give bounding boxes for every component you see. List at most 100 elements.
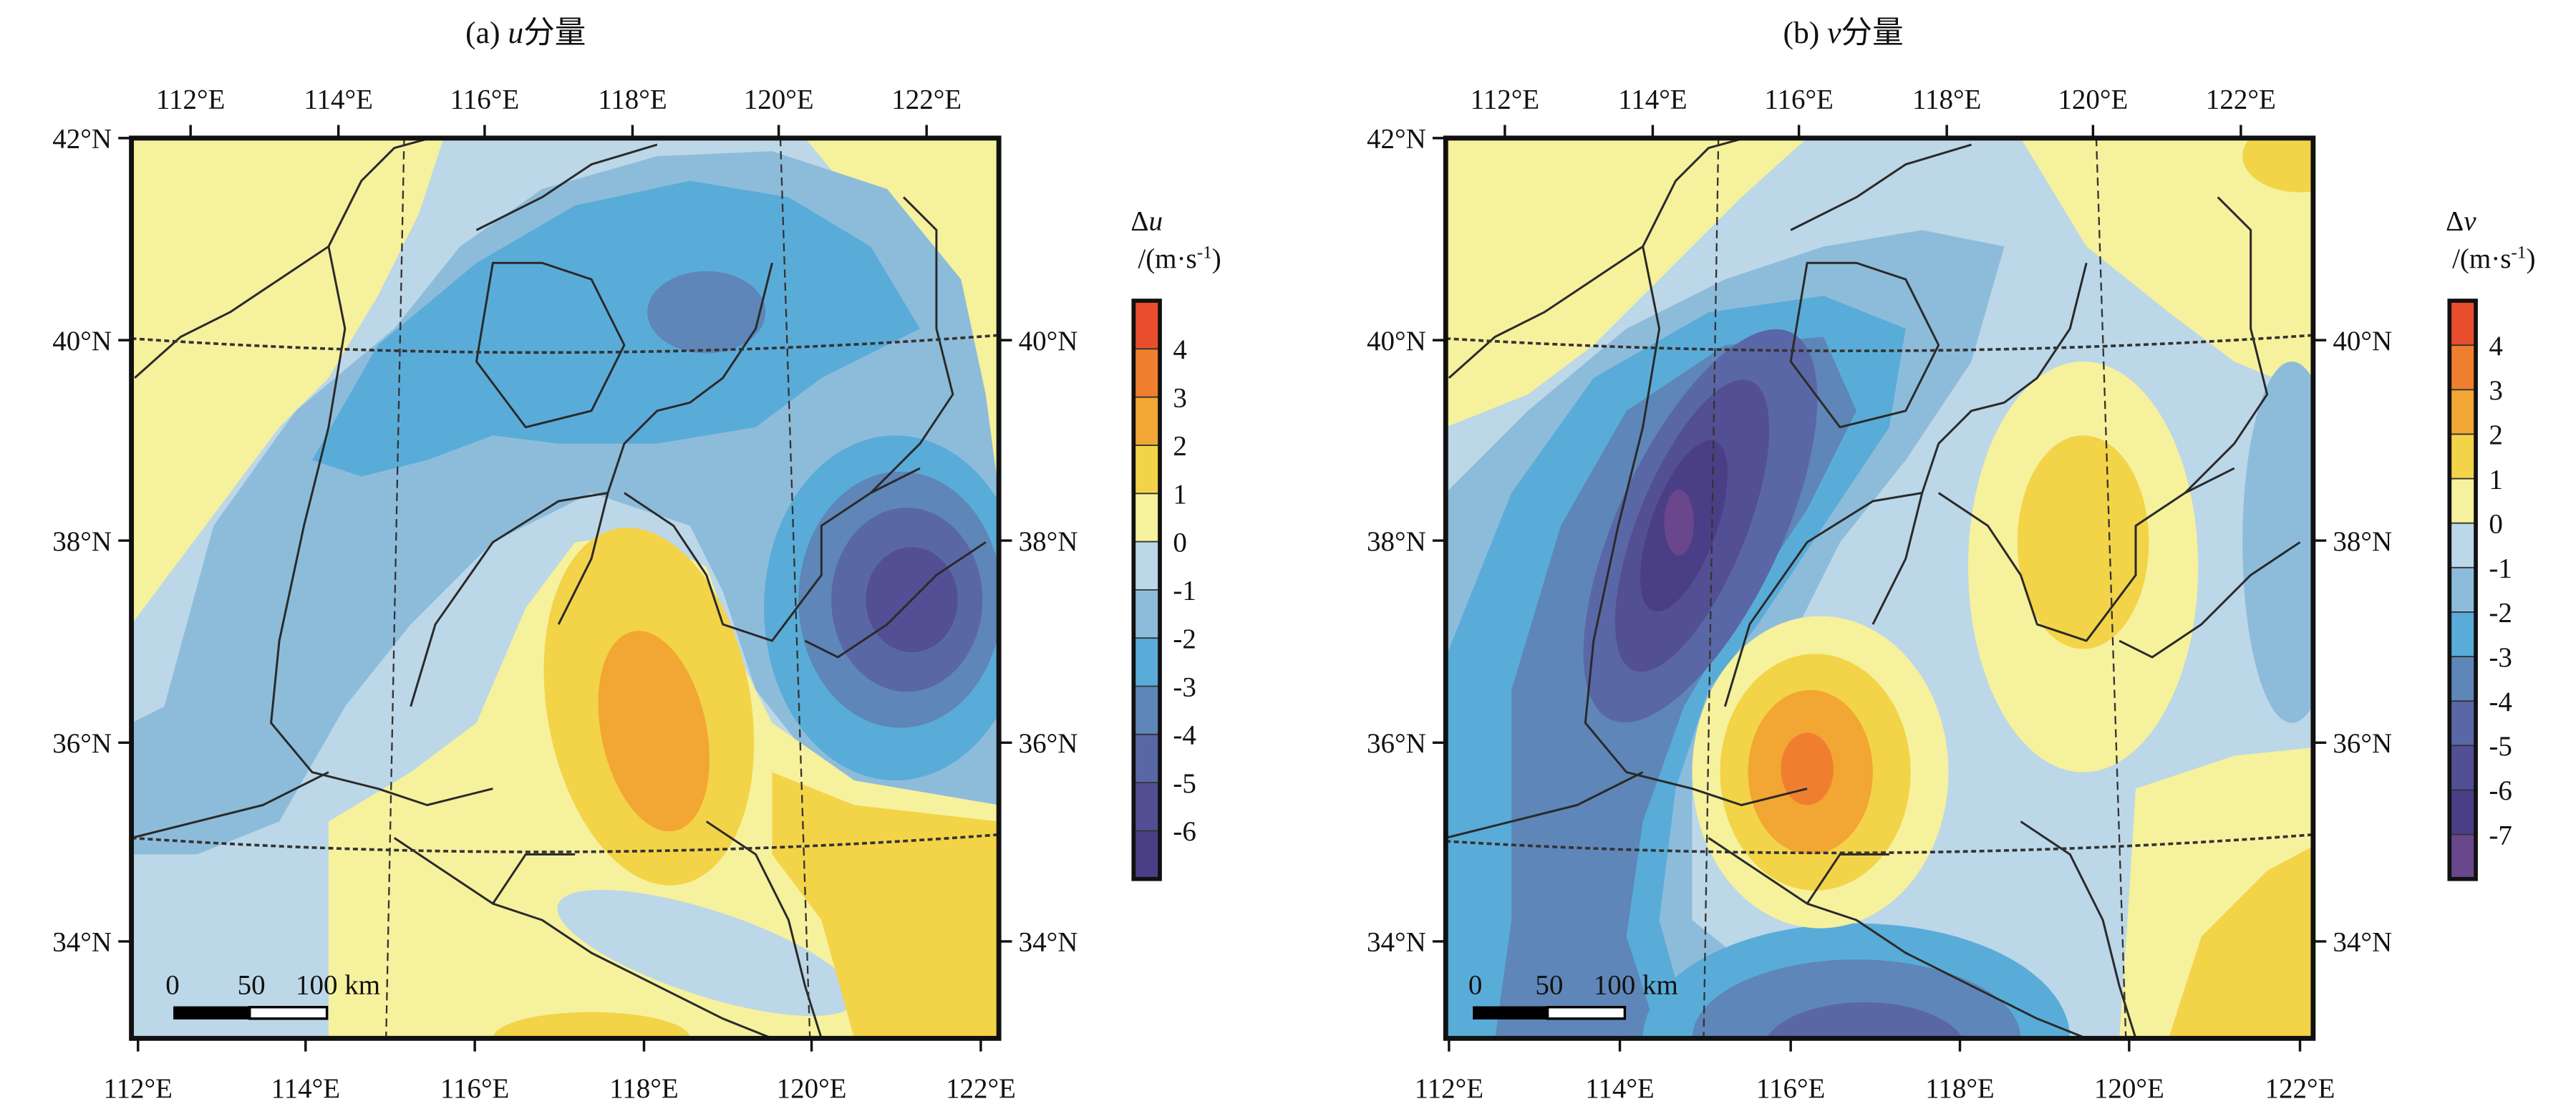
colorbar-level-label: 3 [2489, 375, 2502, 406]
lon-tick-label-bottom: 112°E [1415, 1073, 1483, 1104]
province-borders [1446, 137, 2301, 1039]
lon-tick-label-bottom: 120°E [777, 1073, 847, 1104]
scale-label: 100 km [296, 969, 380, 1000]
lon-tick-label-bottom: 120°E [2094, 1073, 2164, 1104]
grid-lat-35n [1446, 833, 2313, 855]
colorbar-swatch [1133, 783, 1161, 832]
colorbar-swatch [2449, 834, 2476, 880]
colorbar-level-label: 2 [1173, 431, 1187, 462]
panel-b-colorbar-title: Δv [2446, 205, 2476, 236]
lon-tick-label-bottom: 116°E [1756, 1073, 1825, 1104]
colorbar-swatch [1133, 493, 1161, 543]
contour-m4-m3-north [647, 271, 766, 354]
province-borders [131, 137, 987, 1039]
grid-lon-120e [2095, 137, 2127, 1039]
colorbar-level-label: -7 [2489, 820, 2512, 851]
lat-tick-label-left: 42°N [52, 124, 112, 155]
contour-m2-m1-east [2242, 362, 2313, 723]
colorbar-level-label: -1 [2489, 553, 2512, 584]
lon-tick-label-top: 114°E [304, 84, 372, 115]
contour-3-4-center-south [1781, 732, 1834, 805]
colorbar-level-label: -6 [1173, 816, 1196, 847]
lon-tick-label-bottom: 116°E [440, 1073, 509, 1104]
contour-2-3-center [598, 631, 710, 832]
scale-label: 100 km [1594, 969, 1678, 1000]
panel-a-scale-bar: 0 50 100 km [165, 969, 380, 1020]
colorbar-frame [2447, 299, 2478, 881]
colorbar-swatch [1133, 301, 1161, 350]
lon-tick-label-bottom: 118°E [1925, 1073, 1994, 1104]
colorbar-swatch [2449, 434, 2476, 480]
colorbar-level-label: -1 [1173, 576, 1196, 606]
axes-layer: 112°E 114°E 116°E 118°E 120°E 122°E 112°E 114°E… [52, 84, 2512, 1104]
lon-tick-label-bottom: 122°E [946, 1073, 1016, 1104]
panel-a-title: (a) u分量 [465, 16, 586, 50]
lat-tick-label-right: 34°N [1019, 927, 1078, 958]
lon-tick-label-top: 122°E [891, 84, 962, 115]
contour-1-2-southeast [772, 772, 999, 1039]
contour-0-1-northeast [805, 137, 999, 493]
lon-tick-label-top: 112°E [1471, 84, 1539, 115]
colorbar-level-label: 2 [2489, 420, 2502, 450]
lon-tick-label-top: 118°E [1912, 84, 1981, 115]
panel-a-colorbar-unit: /(m·s-1) [1138, 243, 1221, 274]
lon-tick-label-top: 112°E [156, 84, 225, 115]
lat-tick-label-right: 38°N [1019, 526, 1078, 557]
scale-label: 50 [238, 969, 266, 1000]
lat-tick-label-right: 40°N [2333, 326, 2392, 357]
lon-tick-label-bottom: 114°E [1585, 1073, 1654, 1104]
panel-b-colorbar-unit: /(m·s-1) [2452, 243, 2535, 274]
grid-lon-115e [1703, 137, 1720, 1039]
scale-label: 50 [1535, 969, 1563, 1000]
colorbar-swatch [1133, 734, 1161, 784]
contour-0-1-northeast [2020, 137, 2313, 394]
colorbar-level-label: -4 [2489, 687, 2512, 717]
lon-tick-label-top: 118°E [598, 84, 667, 115]
lat-tick-label-left: 40°N [1367, 326, 1426, 357]
colorbar-level-label: 4 [2489, 331, 2502, 362]
colorbar-level-label: 1 [1173, 479, 1187, 510]
colorbar-swatch [1133, 445, 1161, 495]
lat-tick-label-right: 38°N [2333, 526, 2392, 557]
colorbar-swatch [1133, 686, 1161, 735]
lon-tick-label-bottom: 118°E [609, 1073, 678, 1104]
colorbar-swatch [2449, 611, 2476, 658]
colorbar-swatch [2449, 701, 2476, 747]
colorbar-level-label: -2 [2489, 598, 2512, 629]
lat-tick-label-left: 38°N [1367, 526, 1426, 557]
colorbar-swatch [2449, 745, 2476, 791]
lat-tick-label-right: 34°N [2333, 927, 2392, 958]
colorbar-swatch [1133, 397, 1161, 447]
grid-lon-120e [779, 137, 811, 1039]
colorbar-level-label: 3 [1173, 382, 1187, 413]
colorbar-level-label: 0 [2489, 508, 2502, 539]
contour-below-m7 [1664, 489, 1694, 556]
colorbar-swatch [2449, 523, 2476, 568]
grid-lat-40n [1446, 334, 2313, 352]
contour-1-2-northeast-corner [2242, 137, 2313, 193]
lon-tick-label-bottom: 114°E [271, 1073, 340, 1104]
colorbar-swatch [2449, 301, 2476, 347]
contour-1-2-southeast [2168, 846, 2313, 1039]
grid-lat-35n [131, 833, 999, 853]
colorbar-swatch [1133, 830, 1161, 880]
contour-1-2-center-north [2017, 435, 2149, 649]
colorbar-swatch [1133, 589, 1161, 639]
colorbar-swatch [2449, 657, 2476, 702]
lon-tick-label-bottom: 122°E [2265, 1073, 2335, 1104]
lon-tick-label-bottom: 112°E [104, 1073, 173, 1104]
grid-lon-115e [385, 137, 405, 1039]
panel-b-title: (b) v分量 [1783, 16, 1903, 50]
scale-label: 0 [165, 969, 180, 1000]
colorbar-swatch [2449, 345, 2476, 391]
colorbar-swatch [2449, 567, 2476, 614]
grid-lat-40n [131, 334, 999, 354]
contour-m1-0-south-tongue [557, 889, 856, 1017]
lat-tick-label-left: 40°N [52, 326, 112, 357]
lat-tick-label-left: 34°N [1367, 927, 1426, 958]
lon-tick-label-top: 120°E [744, 84, 814, 115]
panel-a-colorbar-title: Δu [1130, 205, 1163, 236]
contour-1-2-bottom [493, 1012, 690, 1039]
panel-a-frame [129, 135, 1002, 1041]
